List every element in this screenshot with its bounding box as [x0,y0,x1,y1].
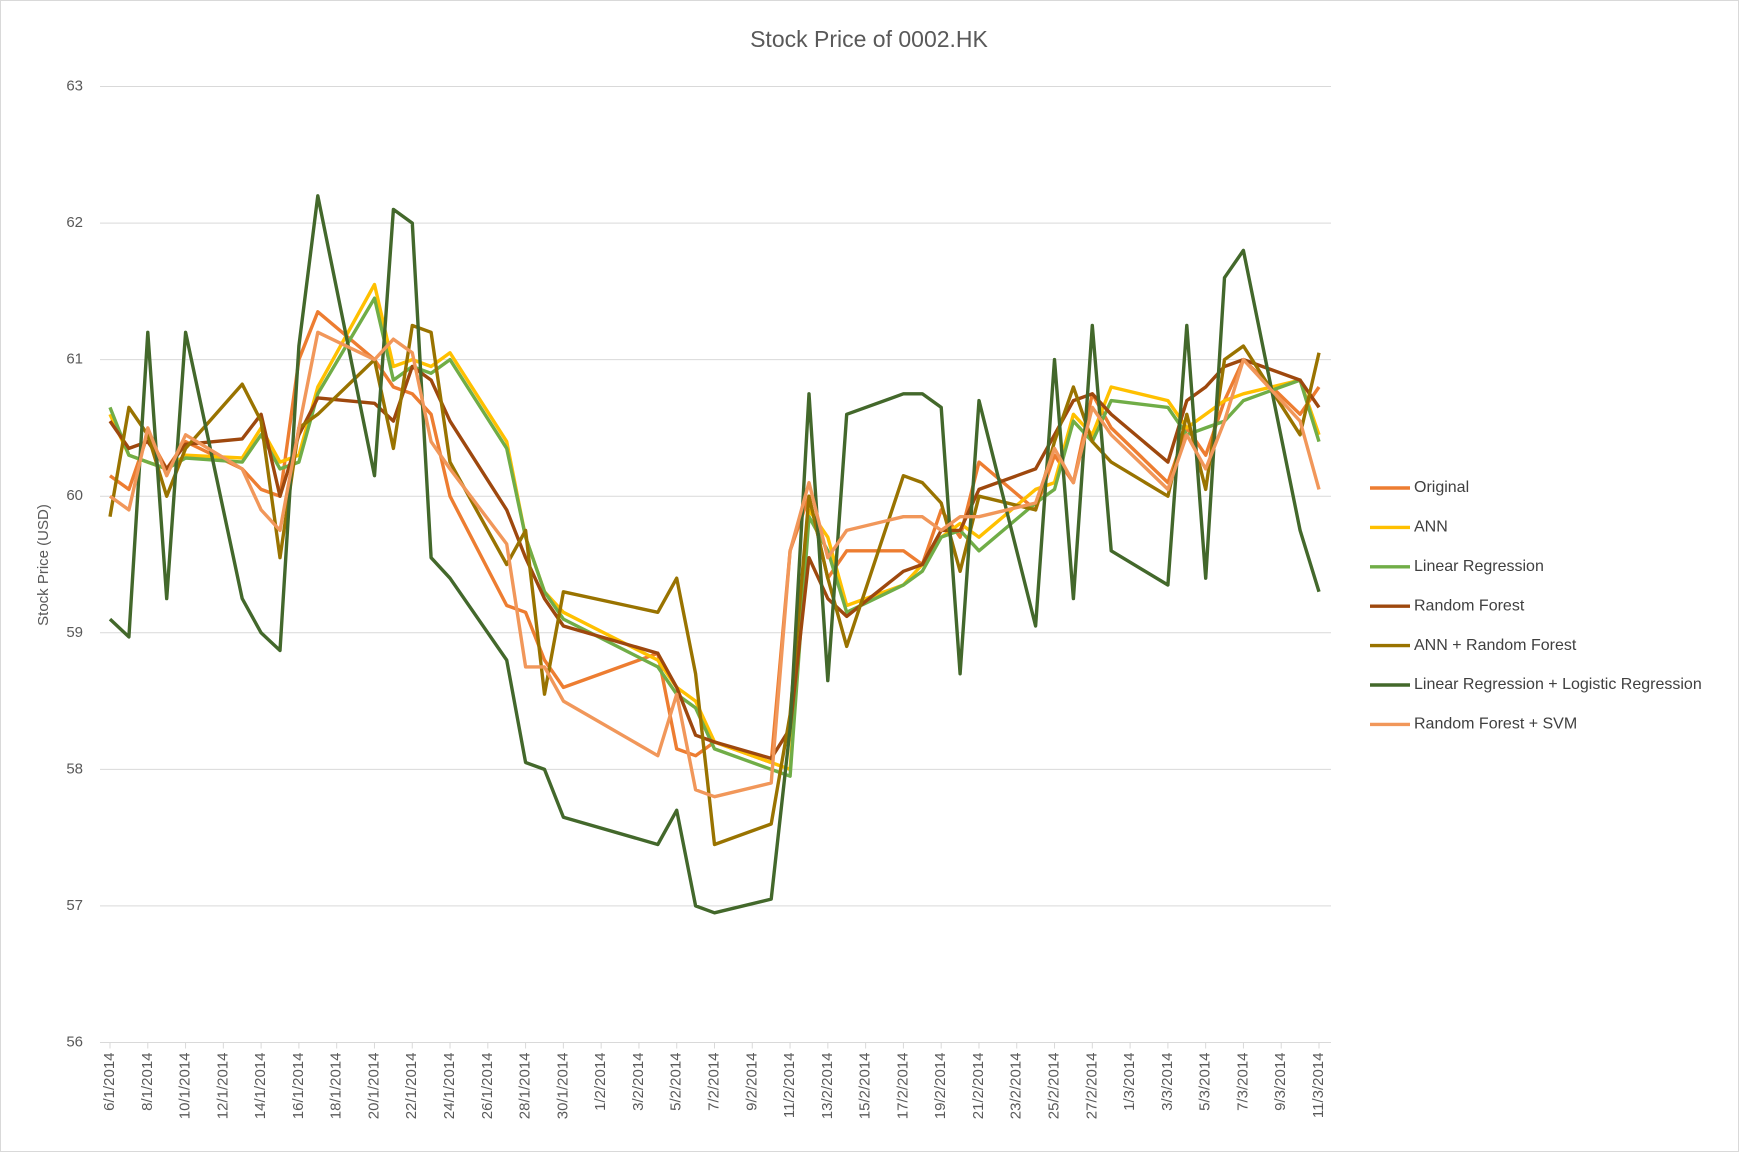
x-tick-label: 19/2/2014 [932,1053,949,1120]
y-tick-label: 57 [66,897,83,914]
x-tick-label: 16/1/2014 [290,1053,307,1120]
x-tick-label: 8/1/2014 [139,1053,156,1111]
x-tick-label: 24/1/2014 [441,1053,458,1120]
x-tick-label: 25/2/2014 [1046,1053,1063,1120]
x-tick-label: 22/1/2014 [403,1053,420,1120]
x-tick-label: 5/2/2014 [668,1053,685,1111]
x-tick-label: 27/2/2014 [1083,1053,1100,1120]
x-tick-label: 7/2/2014 [705,1053,722,1111]
x-tick-label: 3/2/2014 [630,1053,647,1111]
x-tick-label: 30/1/2014 [554,1053,571,1120]
x-tick-label: 7/3/2014 [1234,1053,1251,1111]
x-tick-label: 1/3/2014 [1121,1053,1138,1111]
y-tick-label: 62 [66,214,83,231]
legend-label: Linear Regression [1414,558,1544,575]
x-tick-label: 20/1/2014 [365,1053,382,1120]
series-line [108,194,1321,915]
y-tick-label: 60 [66,487,83,504]
x-tick-label: 3/3/2014 [1159,1053,1176,1111]
series-line [108,357,1321,761]
x-tick-label: 14/1/2014 [252,1053,269,1120]
x-tick-label: 9/2/2014 [743,1053,760,1111]
x-tick-label: 28/1/2014 [517,1053,534,1120]
legend-label: Random Forest [1414,597,1525,614]
x-tick-label: 9/3/2014 [1272,1053,1289,1111]
x-tick-label: 26/1/2014 [479,1053,496,1120]
x-tick-label: 18/1/2014 [328,1053,345,1120]
x-tick-label: 6/1/2014 [101,1053,118,1111]
y-tick-label: 61 [66,351,83,368]
x-tick-label: 15/2/2014 [857,1053,874,1120]
x-tick-label: 21/2/2014 [970,1053,987,1120]
x-tick-label: 5/3/2014 [1197,1053,1214,1111]
x-tick-label: 13/2/2014 [819,1053,836,1120]
x-tick-label: 1/2/2014 [592,1053,609,1111]
x-tick-label: 17/2/2014 [894,1053,911,1120]
x-tick-label: 23/2/2014 [1008,1053,1025,1120]
series-line [108,323,1321,847]
legend-label: ANN [1414,519,1448,536]
y-tick-label: 58 [66,760,83,777]
x-tick-label: 11/3/2014 [1310,1053,1327,1119]
legend-label: Random Forest + SVM [1414,716,1577,733]
y-tick-label: 59 [66,624,83,641]
x-tick-label: 11/2/2014 [781,1053,798,1119]
legend-label: ANN + Random Forest [1414,637,1577,654]
chart-title: Stock Price of 0002.HK [750,26,988,52]
y-tick-label: 63 [66,77,83,94]
x-tick-label: 10/1/2014 [177,1053,194,1120]
y-axis-label: Stock Price (USD) [35,504,52,626]
x-tick-label: 12/1/2014 [214,1053,231,1120]
legend-label: Linear Regression + Logistic Regression [1414,676,1702,693]
legend-label: Original [1414,479,1469,496]
series-line [109,330,1321,799]
series-line [108,296,1321,778]
y-tick-label: 56 [66,1033,83,1050]
